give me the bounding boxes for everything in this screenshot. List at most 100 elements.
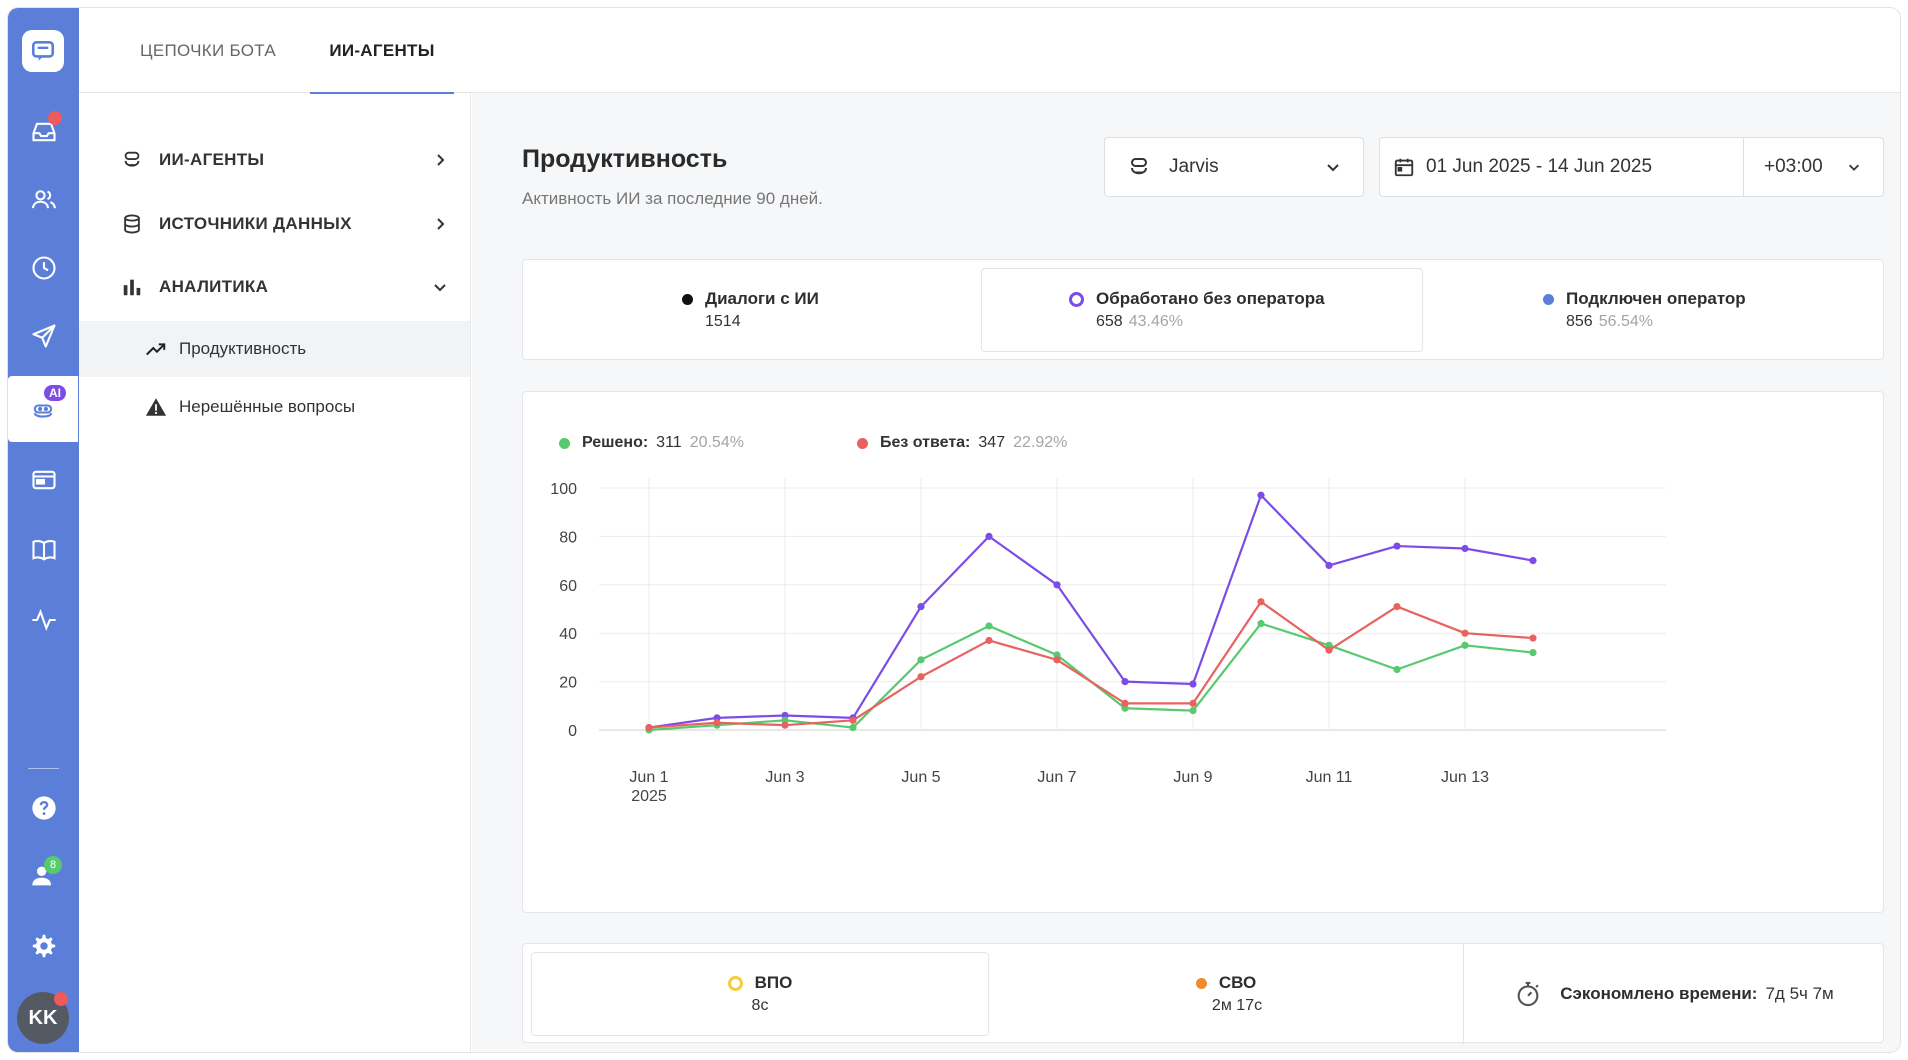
menu-item-analytics[interactable]: АНАЛИТИКА	[79, 259, 470, 315]
x-tick-label: Jun 3	[765, 769, 804, 786]
y-tick-label: 20	[559, 675, 577, 692]
divider	[1463, 944, 1464, 1044]
legend-dot	[857, 437, 868, 449]
kpi-operator-connected[interactable]: Подключен оператор 856 56.54%	[1423, 268, 1883, 352]
data-point	[1121, 678, 1129, 686]
chart-card: Решено: 311 20.54% Без ответа: 347 22.92…	[522, 391, 1884, 913]
kpi-dot	[1543, 293, 1554, 305]
settings-gear-icon[interactable]	[8, 916, 79, 976]
x-tick-label: Jun 13	[1441, 769, 1489, 786]
kpi-percent: 56.54%	[1598, 313, 1653, 330]
x-tick-label: Jun 9	[1173, 769, 1212, 786]
submenu-item-productivity[interactable]: Продуктивность	[79, 321, 470, 377]
chat-logo-icon[interactable]	[22, 30, 64, 72]
metric-time-saved[interactable]: Сэкономлено времени: 7д 5ч 7м	[1464, 944, 1884, 1044]
data-point	[917, 673, 925, 681]
kpi-label: Подключен оператор	[1566, 289, 1746, 308]
data-point	[1529, 634, 1537, 642]
data-point	[1257, 598, 1265, 606]
y-tick-label: 80	[559, 529, 577, 546]
menu-item-ai-agents[interactable]: ИИ-АГЕНТЫ	[79, 132, 470, 188]
agent-select[interactable]: Jarvis	[1104, 137, 1364, 197]
data-point	[1325, 646, 1333, 654]
page-title: Продуктивность	[522, 145, 728, 173]
robot-icon	[1131, 158, 1147, 175]
legend-value: 311	[656, 434, 682, 451]
agent-select-value: Jarvis	[1169, 156, 1219, 177]
send-icon[interactable]	[8, 306, 79, 366]
rail-divider	[28, 768, 59, 769]
metric-vpo[interactable]: ВПО 8с	[531, 952, 989, 1036]
data-point	[1393, 665, 1401, 674]
tab-label: ЦЕПОЧКИ БОТА	[139, 40, 277, 60]
tab-bot-chains[interactable]: ЦЕПОЧКИ БОТА	[137, 8, 279, 93]
data-point	[985, 532, 993, 540]
legend-no-answer[interactable]: Без ответа: 347 22.92%	[857, 434, 1067, 452]
metric-dot	[1195, 977, 1207, 989]
x-tick-sublabel: 2025	[631, 788, 667, 805]
data-point	[1529, 648, 1537, 657]
data-point	[985, 622, 993, 630]
kpi-handled-without-operator[interactable]: Обработано без оператора 658 43.46%	[981, 268, 1423, 352]
legend-dot	[559, 437, 570, 449]
help-icon[interactable]	[8, 778, 79, 838]
trend-up-icon	[146, 343, 166, 356]
tab-label: ИИ-АГЕНТЫ	[329, 40, 435, 60]
submenu-item-unresolved-questions[interactable]: Нерешённые вопросы	[79, 379, 470, 435]
y-tick-label: 40	[559, 626, 577, 643]
menu-item-data-sources[interactable]: ИСТОЧНИКИ ДАННЫХ	[79, 196, 470, 252]
metric-label: Сэкономлено времени:	[1560, 984, 1758, 1003]
data-point	[1393, 542, 1401, 550]
metric-label: ВПО	[754, 973, 793, 992]
data-point	[1189, 680, 1197, 688]
timezone-select[interactable]: +03:00	[1743, 137, 1884, 197]
data-point	[781, 721, 789, 729]
metric-svo[interactable]: СВО 2м 17с	[989, 952, 1463, 1036]
data-point	[645, 723, 653, 732]
line-chart: 0 20 40 60 80 100 Jun 1 2025 Jun 3 Jun 5 Jun 7 Jun …	[550, 478, 1666, 805]
activity-pulse-icon[interactable]	[8, 590, 79, 650]
avatar-status-dot	[54, 992, 68, 1006]
contacts-icon[interactable]	[8, 170, 79, 230]
kpi-percent: 43.46%	[1128, 313, 1183, 330]
avatar-initials: KK	[28, 1006, 58, 1029]
data-point	[1529, 557, 1537, 565]
widget-icon[interactable]	[8, 450, 79, 510]
kpi-value: 856	[1566, 313, 1593, 330]
data-point	[1325, 561, 1333, 570]
y-tick-label: 100	[550, 481, 577, 498]
legend-label: Решено:	[582, 434, 649, 451]
series-line	[648, 494, 1534, 729]
legend-resolved[interactable]: Решено: 311 20.54%	[559, 434, 744, 452]
data-point	[1053, 656, 1061, 664]
metric-value: 2м 17с	[1211, 997, 1263, 1014]
data-point	[917, 656, 925, 664]
kpi-label: Диалоги с ИИ	[705, 289, 819, 308]
knowledge-book-icon[interactable]	[8, 520, 79, 580]
app-window: AI 8 KK ЦЕПОЧКИ БОТА И	[8, 8, 1900, 1052]
submenu-item-label: Продуктивность	[179, 339, 307, 358]
timezone-value: +03:00	[1764, 156, 1823, 177]
history-clock-icon[interactable]	[8, 238, 79, 298]
calendar-icon	[1394, 158, 1414, 177]
data-point	[1257, 619, 1265, 628]
kpi-row: Диалоги с ИИ 1514 Обработано без операто…	[522, 259, 1884, 360]
chevron-right-icon	[437, 218, 445, 230]
ai-agent-icon[interactable]: AI	[8, 376, 78, 442]
kpi-value: 658	[1096, 313, 1123, 330]
series-line	[648, 600, 1534, 729]
date-range-picker[interactable]: 01 Jun 2025 - 14 Jun 2025	[1379, 137, 1744, 197]
metric-ring	[727, 975, 743, 991]
chevron-right-icon	[437, 154, 445, 166]
top-tabs: ЦЕПОЧКИ БОТА ИИ-АГЕНТЫ	[79, 8, 1900, 94]
stopwatch-icon	[1517, 981, 1539, 1007]
team-count-badge: 8	[44, 856, 62, 874]
team-icon[interactable]: 8	[8, 846, 79, 906]
x-tick-label: Jun 5	[901, 769, 940, 786]
data-point	[1461, 629, 1469, 637]
x-tick-label: Jun 1	[629, 769, 668, 786]
data-point	[849, 723, 857, 732]
tab-ai-agents[interactable]: ИИ-АГЕНТЫ	[310, 8, 454, 94]
inbox-icon[interactable]	[8, 102, 79, 162]
kpi-ai-dialogs[interactable]: Диалоги с ИИ 1514	[523, 268, 981, 352]
